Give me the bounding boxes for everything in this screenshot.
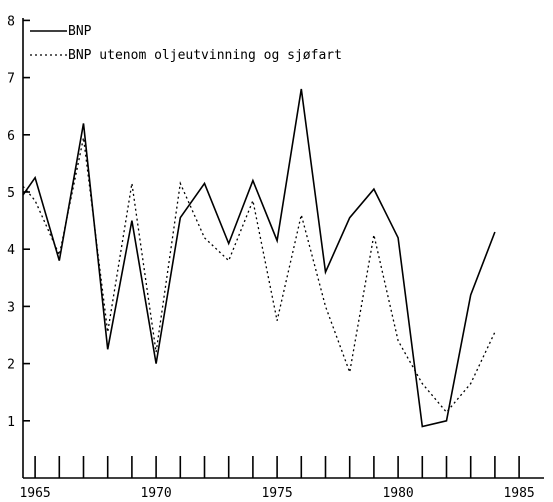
x-ticks: 1965 1970 1975 1980 1985 — [19, 456, 535, 501]
x-tick-label: 1970 — [140, 486, 171, 501]
x-tick-label: 1980 — [382, 486, 413, 501]
y-tick-label: 5 — [7, 186, 15, 201]
x-tick-label: 1965 — [19, 486, 50, 501]
y-tick-label: 6 — [7, 129, 15, 144]
legend-label-bnp: BNP — [68, 24, 92, 39]
x-tick-label: 1985 — [503, 486, 534, 501]
y-tick-label: 7 — [7, 72, 15, 87]
y-tick-label: 1 — [7, 415, 15, 430]
x-tick-label: 1975 — [261, 486, 292, 501]
y-tick-label: 4 — [7, 243, 15, 258]
axes — [22, 18, 544, 479]
y-ticks: 1 2 3 4 5 6 7 8 — [7, 14, 30, 430]
legend-label-bnp-excl-oil: BNP utenom oljeutvinning og sjøfart — [68, 48, 342, 63]
y-tick-label: 3 — [7, 300, 15, 315]
series-line-bnp — [22, 88, 496, 428]
y-tick-label: 8 — [7, 14, 15, 29]
legend: BNP BNP utenom oljeutvinning og sjøfart — [30, 24, 342, 63]
series-line-bnp-excl-oil — [22, 137, 496, 414]
y-tick-label: 2 — [7, 358, 15, 373]
series-layer — [22, 88, 496, 428]
